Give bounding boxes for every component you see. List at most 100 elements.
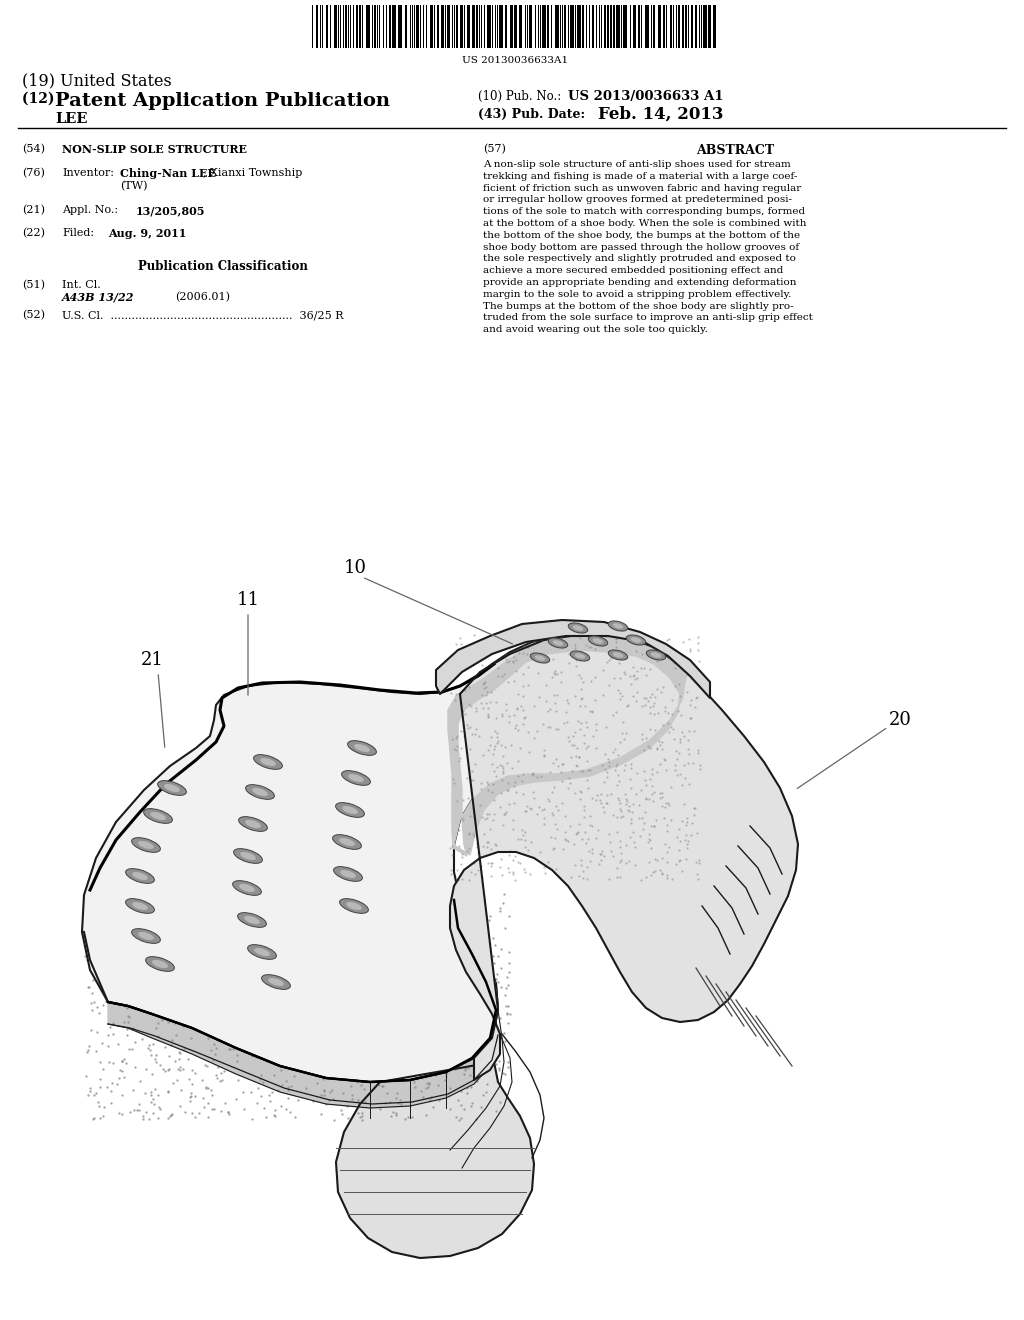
Bar xyxy=(547,5,549,48)
Bar xyxy=(326,5,328,48)
Text: 11: 11 xyxy=(237,591,259,609)
Ellipse shape xyxy=(254,948,270,956)
Ellipse shape xyxy=(246,784,274,800)
Bar xyxy=(359,5,361,48)
Bar xyxy=(607,5,609,48)
Ellipse shape xyxy=(164,784,180,792)
Ellipse shape xyxy=(631,638,641,643)
Bar xyxy=(592,5,594,48)
Bar xyxy=(613,5,615,48)
Bar xyxy=(505,5,507,48)
Ellipse shape xyxy=(568,623,588,634)
Ellipse shape xyxy=(153,960,168,968)
Bar xyxy=(467,5,470,48)
Text: trekking and fishing is made of a material with a large coef-: trekking and fishing is made of a materi… xyxy=(483,172,798,181)
Text: A non-slip sole structure of anti-slip shoes used for stream: A non-slip sole structure of anti-slip s… xyxy=(483,160,791,169)
Bar xyxy=(542,5,546,48)
Bar xyxy=(406,5,407,48)
Ellipse shape xyxy=(336,803,365,817)
Ellipse shape xyxy=(145,957,174,972)
Text: The bumps at the bottom of the shoe body are slightly pro-: The bumps at the bottom of the shoe body… xyxy=(483,301,794,310)
Ellipse shape xyxy=(346,902,361,909)
Polygon shape xyxy=(449,634,686,855)
Ellipse shape xyxy=(239,817,267,832)
Text: LEE: LEE xyxy=(55,112,87,125)
Bar xyxy=(499,5,503,48)
Ellipse shape xyxy=(627,635,646,645)
Text: 20: 20 xyxy=(889,711,911,729)
Ellipse shape xyxy=(548,638,567,648)
Text: provide an appropriate bending and extending deformation: provide an appropriate bending and exten… xyxy=(483,279,797,286)
Bar xyxy=(555,5,559,48)
Text: Aug. 9, 2011: Aug. 9, 2011 xyxy=(108,228,186,239)
Bar xyxy=(476,5,478,48)
Text: at the bottom of a shoe body. When the sole is combined with: at the bottom of a shoe body. When the s… xyxy=(483,219,807,228)
Bar xyxy=(682,5,684,48)
Bar xyxy=(487,5,490,48)
Text: the bottom of the shoe body, the bumps at the bottom of the: the bottom of the shoe body, the bumps a… xyxy=(483,231,800,240)
Ellipse shape xyxy=(126,899,155,913)
Bar xyxy=(345,5,347,48)
Bar xyxy=(610,5,612,48)
Ellipse shape xyxy=(588,636,607,645)
Bar xyxy=(519,5,522,48)
Text: (43) Pub. Date:: (43) Pub. Date: xyxy=(478,108,585,121)
Text: 13/205,805: 13/205,805 xyxy=(136,205,206,216)
Ellipse shape xyxy=(646,649,666,660)
Text: (21): (21) xyxy=(22,205,45,215)
Bar xyxy=(708,5,711,48)
Ellipse shape xyxy=(138,841,154,849)
Text: Publication Classification: Publication Classification xyxy=(138,260,308,273)
Text: , Xianxi Township: , Xianxi Township xyxy=(203,168,302,178)
Text: truded from the sole surface to improve an anti-slip grip effect: truded from the sole surface to improve … xyxy=(483,313,813,322)
Ellipse shape xyxy=(260,758,275,766)
Ellipse shape xyxy=(245,820,261,828)
Bar xyxy=(645,5,649,48)
Bar xyxy=(695,5,697,48)
Text: Filed:: Filed: xyxy=(62,228,94,238)
Ellipse shape xyxy=(268,978,284,986)
Bar xyxy=(447,5,450,48)
Ellipse shape xyxy=(132,873,147,880)
Ellipse shape xyxy=(238,912,266,928)
Text: (TW): (TW) xyxy=(120,181,147,191)
Text: margin to the sole to avoid a stripping problem effectively.: margin to the sole to avoid a stripping … xyxy=(483,290,792,298)
Text: (51): (51) xyxy=(22,280,45,290)
Bar xyxy=(316,5,318,48)
Polygon shape xyxy=(82,632,686,1082)
Ellipse shape xyxy=(574,653,586,659)
Ellipse shape xyxy=(132,902,147,909)
Bar xyxy=(441,5,444,48)
Ellipse shape xyxy=(342,771,371,785)
Text: (19) United States: (19) United States xyxy=(22,73,172,88)
Ellipse shape xyxy=(252,788,268,796)
Ellipse shape xyxy=(608,620,628,631)
Ellipse shape xyxy=(158,780,186,796)
Ellipse shape xyxy=(348,774,364,781)
Ellipse shape xyxy=(151,812,166,820)
Ellipse shape xyxy=(339,838,355,846)
Bar xyxy=(392,5,396,48)
Ellipse shape xyxy=(261,974,291,990)
Ellipse shape xyxy=(244,916,260,924)
Text: US 2013/0036633 A1: US 2013/0036633 A1 xyxy=(568,90,724,103)
Ellipse shape xyxy=(254,755,283,770)
Ellipse shape xyxy=(530,653,550,663)
Bar xyxy=(582,5,584,48)
Bar xyxy=(678,5,680,48)
Ellipse shape xyxy=(570,651,590,661)
Bar xyxy=(638,5,640,48)
Text: Appl. No.:: Appl. No.: xyxy=(62,205,118,215)
Text: (52): (52) xyxy=(22,310,45,321)
Ellipse shape xyxy=(593,638,603,644)
Ellipse shape xyxy=(239,884,255,892)
Bar xyxy=(691,5,693,48)
Bar xyxy=(460,5,463,48)
Text: tions of the sole to match with corresponding bumps, formed: tions of the sole to match with correspo… xyxy=(483,207,805,216)
Polygon shape xyxy=(450,634,798,1080)
Text: Ching-Nan LEE: Ching-Nan LEE xyxy=(120,168,216,180)
Bar xyxy=(437,5,439,48)
Ellipse shape xyxy=(608,649,628,660)
Text: and avoid wearing out the sole too quickly.: and avoid wearing out the sole too quick… xyxy=(483,325,708,334)
Bar xyxy=(389,5,391,48)
